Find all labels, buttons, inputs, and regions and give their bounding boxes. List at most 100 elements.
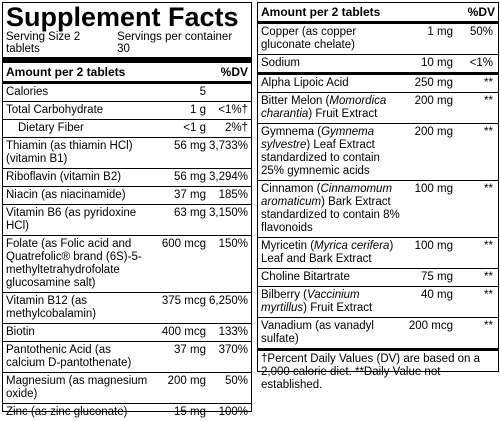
daily-value: ** xyxy=(484,240,493,252)
nutrient-row: Cinnamon (Cinnamomum aromaticum) Bark Ex… xyxy=(258,180,498,237)
amount: 15 mg xyxy=(174,406,206,418)
daily-value: 370% xyxy=(218,344,248,356)
nutrient-row: Zinc (as zinc gluconate) 15 mg 100% xyxy=(3,403,251,421)
daily-value: 133% xyxy=(218,326,248,338)
nutrient-name: Zinc (as zinc gluconate) xyxy=(6,406,154,419)
name-text: Zinc (as zinc gluconate) xyxy=(6,406,128,418)
nutrient-name: Pantothenic Acid (as calcium D-pantothen… xyxy=(6,344,154,370)
nutrient-row: Copper (as copper gluconate chelate) 1 mg… xyxy=(258,21,498,54)
nutrient-name: Sodium xyxy=(261,57,405,70)
daily-value: ** xyxy=(484,77,493,89)
header-amount: Amount per 2 tablets xyxy=(6,65,126,79)
nutrient-name: Gymnema (Gymnema sylvestre) Leaf Extract… xyxy=(261,126,405,178)
daily-value: 150% xyxy=(218,238,248,250)
name-part: Myricetin ( xyxy=(261,240,315,252)
name-text: Niacin (as niacinamide) xyxy=(6,189,126,201)
title: Supplement Facts xyxy=(6,2,239,32)
nutrient-name: Choline Bitartrate xyxy=(261,271,405,284)
rows: Copper (as copper gluconate chelate) 1 mg… xyxy=(258,21,498,348)
name-text: Choline Bitartrate xyxy=(261,271,350,283)
name-part: Gymnema ( xyxy=(261,126,322,138)
nutrient-row: Gymnema (Gymnema sylvestre) Leaf Extract… xyxy=(258,123,498,180)
amount: 63 mg xyxy=(174,207,206,219)
amount: 200 mcg xyxy=(408,320,453,332)
amount: 600 mcg xyxy=(161,238,206,250)
nutrient-name: Dietary Fiber xyxy=(6,122,154,135)
amount: 37 mg xyxy=(174,344,206,356)
name-text: Calories xyxy=(6,86,49,98)
footnote: †Percent Daily Values (DV) are based on … xyxy=(258,348,498,394)
daily-value: 3,294% xyxy=(208,171,248,183)
name-part: Bitter Melon ( xyxy=(261,95,330,107)
daily-value xyxy=(206,86,248,99)
amount: 1 mg xyxy=(427,26,453,38)
name-text: Vitamin B6 (as pyridoxine HCl) xyxy=(6,207,137,232)
daily-value: 50% xyxy=(224,375,248,387)
nutrient-row: Magnesium (as magnesium oxide) 200 mg 50% xyxy=(3,372,251,403)
header-dv: %DV xyxy=(220,65,248,79)
name-part: ) Fruit Extract xyxy=(308,108,378,120)
header-dv: %DV xyxy=(467,5,495,19)
daily-value: ** xyxy=(484,95,493,107)
nutrient-name: Bitter Melon (Momordica charantia) Fruit… xyxy=(261,95,405,121)
nutrient-row: Vitamin B6 (as pyridoxine HCl) 63 mg 3,150… xyxy=(3,204,251,235)
serving-info: Serving Size 2 tablets Servings per cont… xyxy=(3,31,251,57)
nutrient-name: Vanadium (as vanadyl sulfate) xyxy=(261,320,405,346)
name-text: Thiamin (as thiamin HCl) (vitamin B1) xyxy=(6,140,133,165)
name-part: Cinnamomum aromaticum xyxy=(261,183,393,208)
rule xyxy=(3,57,251,63)
daily-value: <1% xyxy=(469,57,493,69)
right-panel: Amount per 2 tablets %DV Copper (as copp… xyxy=(257,2,499,391)
nutrient-row: Folate (as Folic acid and Quatrefolic® b… xyxy=(3,235,251,292)
daily-value: ** xyxy=(484,126,493,138)
nutrient-name: Biotin xyxy=(6,326,154,339)
daily-value: 3,150% xyxy=(208,207,248,219)
name-part: Gymnema sylvestre xyxy=(261,126,375,151)
amount: 200 mg xyxy=(414,126,453,138)
name-text: Total Carbohydrate xyxy=(6,104,104,116)
nutrient-row: Total Carbohydrate 1 g <1%† xyxy=(3,101,251,119)
name-part: Momordica charantia xyxy=(261,95,387,120)
daily-value: ** xyxy=(484,289,493,301)
daily-value: 3,733% xyxy=(208,140,248,152)
nutrient-name: Myricetin (Myrica cerifera) Leaf and Bar… xyxy=(261,240,405,266)
amount: <1 g xyxy=(183,122,206,134)
name-text: Dietary Fiber xyxy=(18,122,84,134)
nutrient-row: Vitamin B12 (as methylcobalamin) 375 mcg 6… xyxy=(3,292,251,323)
nutrient-row: Pantothenic Acid (as calcium D-pantothen… xyxy=(3,341,251,372)
nutrient-name: Vitamin B6 (as pyridoxine HCl) xyxy=(6,207,154,233)
nutrient-name: Thiamin (as thiamin HCl) (vitamin B1) xyxy=(6,140,154,166)
daily-value: 6,250% xyxy=(208,295,248,307)
daily-value: ** xyxy=(484,320,493,332)
nutrient-row: Choline Bitartrate 75 mg ** xyxy=(258,268,498,286)
nutrient-row: Sodium 10 mg <1% xyxy=(258,54,498,72)
name-part: Vaccinium myrtillus xyxy=(261,289,360,314)
nutrient-name: Copper (as copper gluconate chelate) xyxy=(261,26,405,52)
header: Amount per 2 tablets %DV xyxy=(3,63,251,81)
nutrient-row: Niacin (as niacinamide) 37 mg 185% xyxy=(3,186,251,204)
nutrient-name: Bilberry (Vaccinium myrtillus) Fruit Ext… xyxy=(261,289,405,315)
amount: 100 mg xyxy=(414,183,453,195)
name-part: ) Leaf Extract standardized to contain 2… xyxy=(261,139,380,177)
nutrient-row: Thiamin (as thiamin HCl) (vitamin B1) 56 … xyxy=(3,137,251,168)
name-part: Bilberry ( xyxy=(261,289,308,301)
amount: 200 mg xyxy=(167,375,206,387)
amount: 37 mg xyxy=(174,189,206,201)
name-part: Cinnamon ( xyxy=(261,183,321,195)
daily-value: ** xyxy=(484,271,493,283)
nutrient-row: Bitter Melon (Momordica charantia) Fruit… xyxy=(258,92,498,123)
amount: 1 g xyxy=(190,104,206,116)
name-text: Magnesium (as magnesium oxide) xyxy=(6,375,148,400)
name-text: Alpha Lipoic Acid xyxy=(261,77,349,89)
amount: 56 mg xyxy=(174,140,206,152)
nutrient-row: Riboflavin (vitamin B2) 56 mg 3,294% xyxy=(3,168,251,186)
nutrient-row: Dietary Fiber <1 g 2%† xyxy=(3,119,251,137)
amount: 75 mg xyxy=(421,271,453,283)
nutrient-name: Niacin (as niacinamide) xyxy=(6,189,154,202)
rows: Calories 5 Total Carbohydrate 1 g <1%† Dietar… xyxy=(3,81,251,421)
daily-value: <1%† xyxy=(218,104,248,116)
serving-size: Serving Size 2 tablets xyxy=(6,31,81,55)
daily-value: ** xyxy=(484,183,493,195)
amount: 10 mg xyxy=(421,57,453,69)
